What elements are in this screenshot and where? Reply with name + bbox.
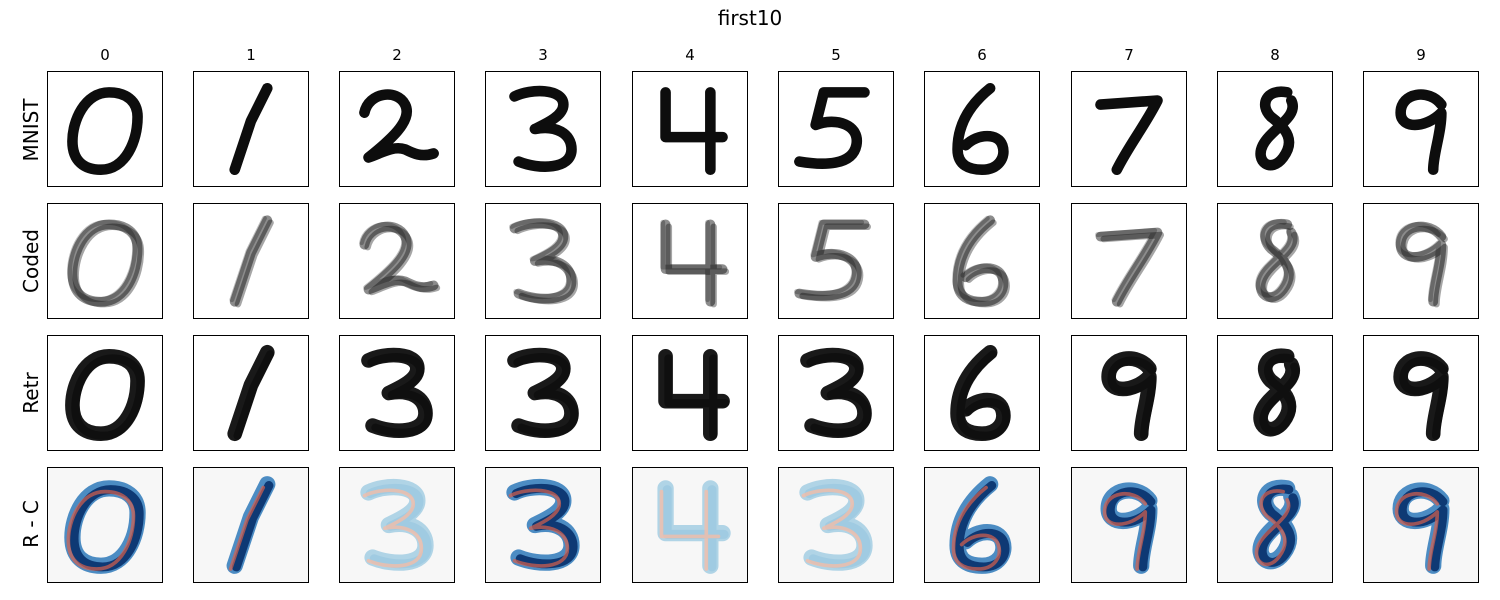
- digit-diff-8: [1252, 479, 1301, 570]
- digit-coded-6: [952, 215, 1010, 308]
- digit-coded-1: [229, 215, 274, 308]
- image-mnist-4: [632, 71, 748, 187]
- digit-coded-2: [359, 221, 441, 296]
- image-retr-0: [47, 335, 163, 451]
- row-label-diff: R - C: [19, 500, 43, 548]
- digit-retr-6: [950, 344, 1011, 442]
- digit-retr-2: [361, 347, 433, 438]
- digit-mnist-3: [509, 85, 577, 172]
- digit-retr-3: [507, 347, 579, 438]
- digit-coded-4: [660, 219, 730, 308]
- column-label-9: 9: [1416, 46, 1426, 64]
- column-label-6: 6: [977, 46, 987, 64]
- digit-retr-8: [1253, 348, 1300, 437]
- digit-coded-9: [1395, 221, 1448, 308]
- image-diff-1: [193, 467, 309, 583]
- figure-title: first10: [717, 6, 783, 30]
- digit-diff-3: [506, 478, 580, 571]
- image-diff-6: [924, 467, 1040, 583]
- digit-diff-4: [657, 480, 731, 574]
- image-coded-0: [47, 203, 163, 319]
- digit-diff-0: [64, 480, 146, 574]
- image-diff-4: [632, 467, 748, 583]
- image-mnist-1: [193, 71, 309, 187]
- image-retr-7: [1071, 335, 1187, 451]
- image-mnist-8: [1217, 71, 1333, 187]
- image-coded-5: [778, 203, 894, 319]
- image-retr-8: [1217, 335, 1333, 451]
- digit-retr-0: [65, 349, 145, 442]
- digit-retr-9: [1393, 351, 1449, 442]
- digit-retr-4: [658, 349, 730, 442]
- image-coded-6: [924, 203, 1040, 319]
- digit-coded-5: [794, 219, 872, 302]
- digit-mnist-4: [660, 87, 728, 176]
- image-diff-0: [47, 467, 163, 583]
- digit-diff-2: [360, 478, 434, 571]
- digit-coded-7: [1095, 227, 1165, 308]
- digit-coded-8: [1255, 218, 1300, 303]
- image-diff-3: [485, 467, 601, 583]
- image-diff-7: [1071, 467, 1187, 583]
- image-diff-2: [339, 467, 455, 583]
- image-mnist-7: [1071, 71, 1187, 187]
- column-label-0: 0: [100, 46, 110, 64]
- image-retr-2: [339, 335, 455, 451]
- image-retr-6: [924, 335, 1040, 451]
- image-diff-8: [1217, 467, 1333, 583]
- column-label-7: 7: [1124, 46, 1134, 64]
- digit-retr-7: [1101, 351, 1157, 442]
- image-coded-4: [632, 203, 748, 319]
- digit-mnist-7: [1095, 95, 1163, 176]
- digit-retr-1: [227, 344, 275, 442]
- digit-mnist-5: [794, 87, 870, 169]
- image-retr-9: [1363, 335, 1479, 451]
- column-label-1: 1: [246, 46, 256, 64]
- digit-mnist-2: [359, 89, 439, 163]
- column-label-4: 4: [685, 46, 695, 64]
- image-coded-8: [1217, 203, 1333, 319]
- image-mnist-0: [47, 71, 163, 187]
- image-coded-9: [1363, 203, 1479, 319]
- image-retr-5: [778, 335, 894, 451]
- image-retr-1: [193, 335, 309, 451]
- digit-coded-3: [509, 218, 579, 305]
- image-coded-7: [1071, 203, 1187, 319]
- image-mnist-3: [485, 71, 601, 187]
- digit-mnist-9: [1395, 89, 1447, 176]
- digit-mnist-0: [67, 87, 143, 176]
- column-label-5: 5: [831, 46, 841, 64]
- row-label-coded: Coded: [19, 229, 43, 293]
- digit-diff-1: [226, 476, 276, 574]
- column-label-8: 8: [1270, 46, 1280, 64]
- image-coded-3: [485, 203, 601, 319]
- digit-mnist-6: [952, 82, 1009, 176]
- digit-diff-7: [1100, 482, 1158, 574]
- image-mnist-6: [924, 71, 1040, 187]
- digit-diff-9: [1392, 482, 1450, 574]
- digit-mnist-8: [1255, 86, 1298, 171]
- image-coded-1: [193, 203, 309, 319]
- image-diff-9: [1363, 467, 1479, 583]
- image-mnist-2: [339, 71, 455, 187]
- image-mnist-5: [778, 71, 894, 187]
- image-diff-5: [778, 467, 894, 583]
- image-coded-2: [339, 203, 455, 319]
- digit-diff-6: [949, 476, 1012, 574]
- digit-diff-5: [799, 478, 873, 571]
- column-label-2: 2: [392, 46, 402, 64]
- column-label-3: 3: [538, 46, 548, 64]
- digit-coded-0: [67, 219, 145, 308]
- image-retr-3: [485, 335, 601, 451]
- image-mnist-9: [1363, 71, 1479, 187]
- image-retr-4: [632, 335, 748, 451]
- digit-mnist-1: [229, 82, 273, 176]
- row-label-retr: Retr: [19, 372, 43, 414]
- digit-retr-5: [800, 347, 872, 438]
- row-label-mnist: MNIST: [19, 98, 43, 162]
